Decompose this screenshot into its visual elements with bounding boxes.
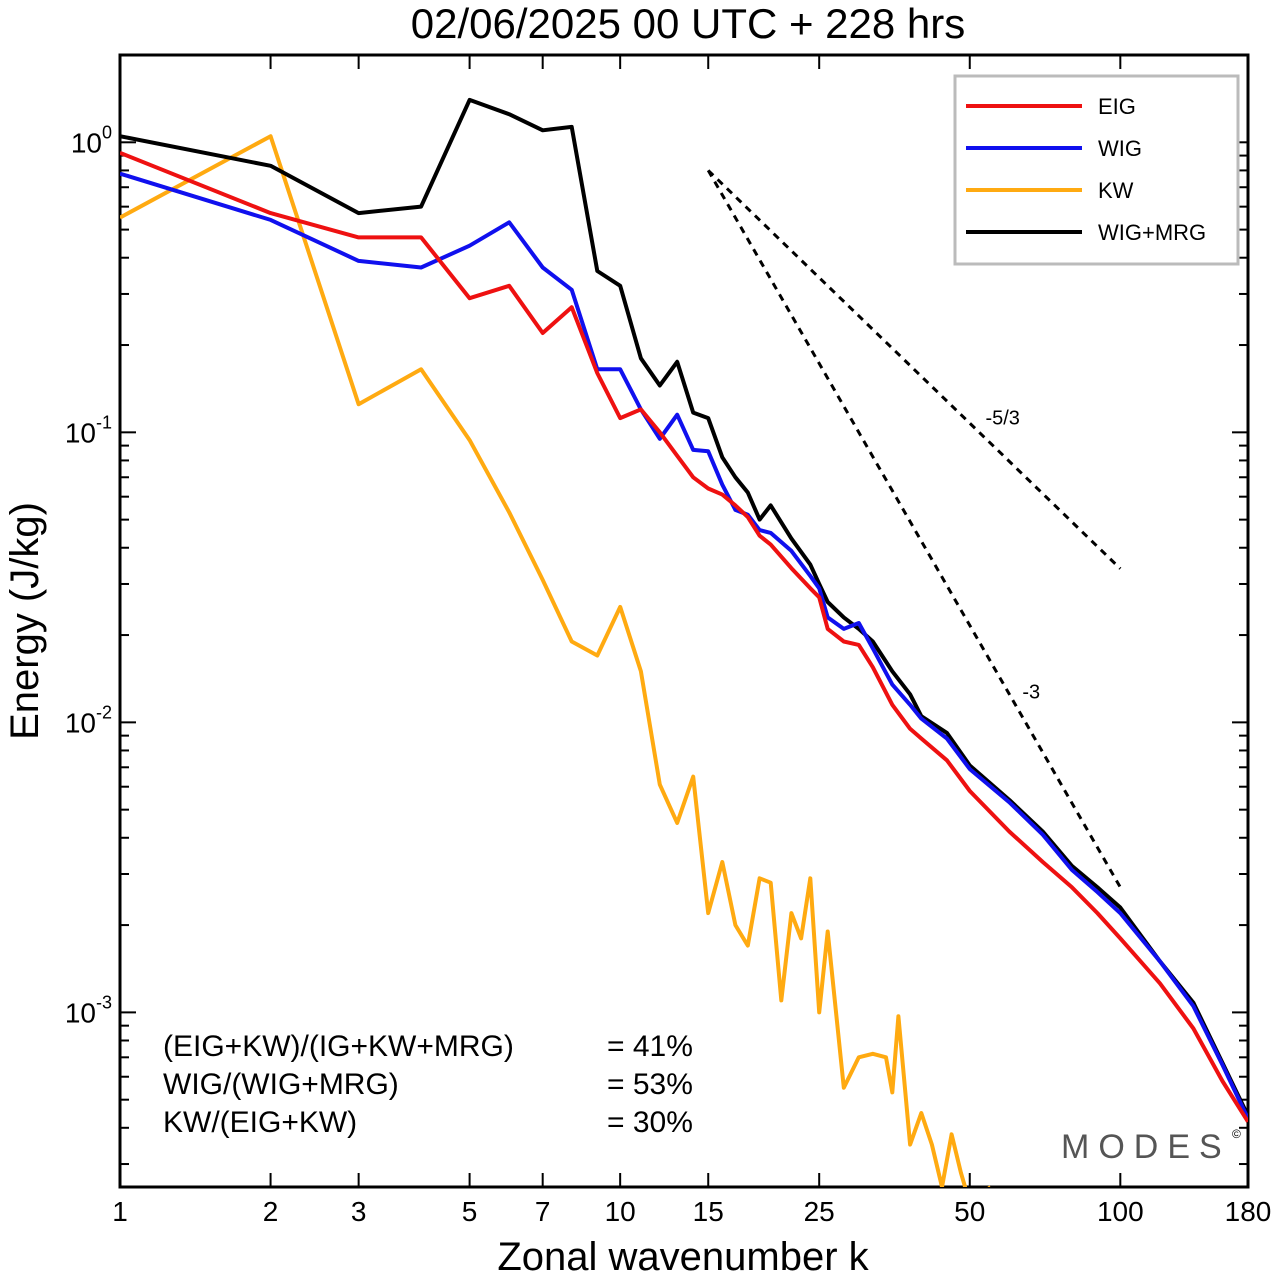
plot-frame (118, 53, 1250, 1189)
x-tick-label: 5 (462, 1196, 478, 1227)
y-tick-base: 10 (65, 997, 96, 1028)
stat-label: (EIG+KW)/(IG+KW+MRG) (163, 1030, 514, 1063)
x-tick-label: 2 (263, 1196, 279, 1227)
y-tick-base: 10 (65, 707, 96, 738)
y-tick-exponent: -3 (96, 992, 112, 1012)
reference-slope-line (707, 169, 1122, 570)
x-axis-label: Zonal wavenumber k (497, 1235, 869, 1279)
y-axis-label: Energy (J/kg) (3, 502, 47, 740)
reference-slope-line (706, 169, 1122, 889)
y-tick-exponent: -1 (96, 412, 112, 432)
ratio-statistics: (EIG+KW)/(IG+KW+MRG) = 41% WIG/(WIG+MRG) = … (163, 1030, 693, 1139)
stat-value: = 30% (607, 1106, 693, 1139)
legend: EIG WIG KW WIG+MRG (953, 74, 1240, 266)
legend-label: KW (1098, 178, 1134, 203)
x-tick-label: 15 (693, 1196, 724, 1227)
stat-value: = 41% (607, 1030, 693, 1063)
logo-text: MODES (1061, 1128, 1231, 1166)
legend-label: WIG+MRG (1098, 220, 1206, 245)
series-line-eig (120, 150, 1248, 1123)
x-tick-label: 180 (1225, 1196, 1272, 1227)
series-line-kw (120, 134, 991, 1187)
modes-logo: MODES © (1061, 1127, 1241, 1166)
x-tick-label: 25 (804, 1196, 835, 1227)
plot-area: -5/3 -3 (118, 53, 1250, 1189)
legend-label: EIG (1098, 94, 1136, 119)
data-series (120, 97, 1248, 1187)
axis-ticks (119, 54, 1249, 1187)
y-tick-label: 10-2 (65, 702, 112, 738)
stat-label: WIG/(WIG+MRG) (163, 1068, 399, 1101)
y-tick-label: 10-1 (65, 412, 112, 448)
y-tick-base: 10 (71, 127, 102, 158)
series-line-wig-mrg (120, 97, 1248, 1117)
copyright-mark: © (1232, 1127, 1241, 1141)
series-line-wig (120, 171, 1248, 1120)
reference-slope-label: -3 (1022, 681, 1040, 703)
chart-title: 02/06/2025 00 UTC + 228 hrs (411, 0, 966, 47)
reference-slope-label: -5/3 (985, 408, 1019, 430)
x-tick-label: 3 (351, 1196, 367, 1227)
y-tick-label: 10-3 (65, 992, 112, 1028)
x-tick-label: 10 (605, 1196, 636, 1227)
x-tick-label: 100 (1097, 1196, 1144, 1227)
x-tick-label: 1 (112, 1196, 128, 1227)
x-tick-labels: 1 2 3 5 7 10 15 25 50 100 180 (112, 1196, 1271, 1227)
legend-label: WIG (1098, 136, 1142, 161)
stat-label: KW/(EIG+KW) (163, 1106, 357, 1139)
x-tick-label: 50 (954, 1196, 985, 1227)
y-tick-label: 100 (71, 122, 112, 158)
reference-slopes: -5/3 -3 (706, 169, 1122, 889)
y-tick-exponent: -2 (96, 702, 112, 722)
y-tick-exponent: 0 (102, 122, 112, 142)
y-tick-base: 10 (65, 417, 96, 448)
stat-value: = 53% (607, 1068, 693, 1101)
x-tick-label: 7 (535, 1196, 551, 1227)
